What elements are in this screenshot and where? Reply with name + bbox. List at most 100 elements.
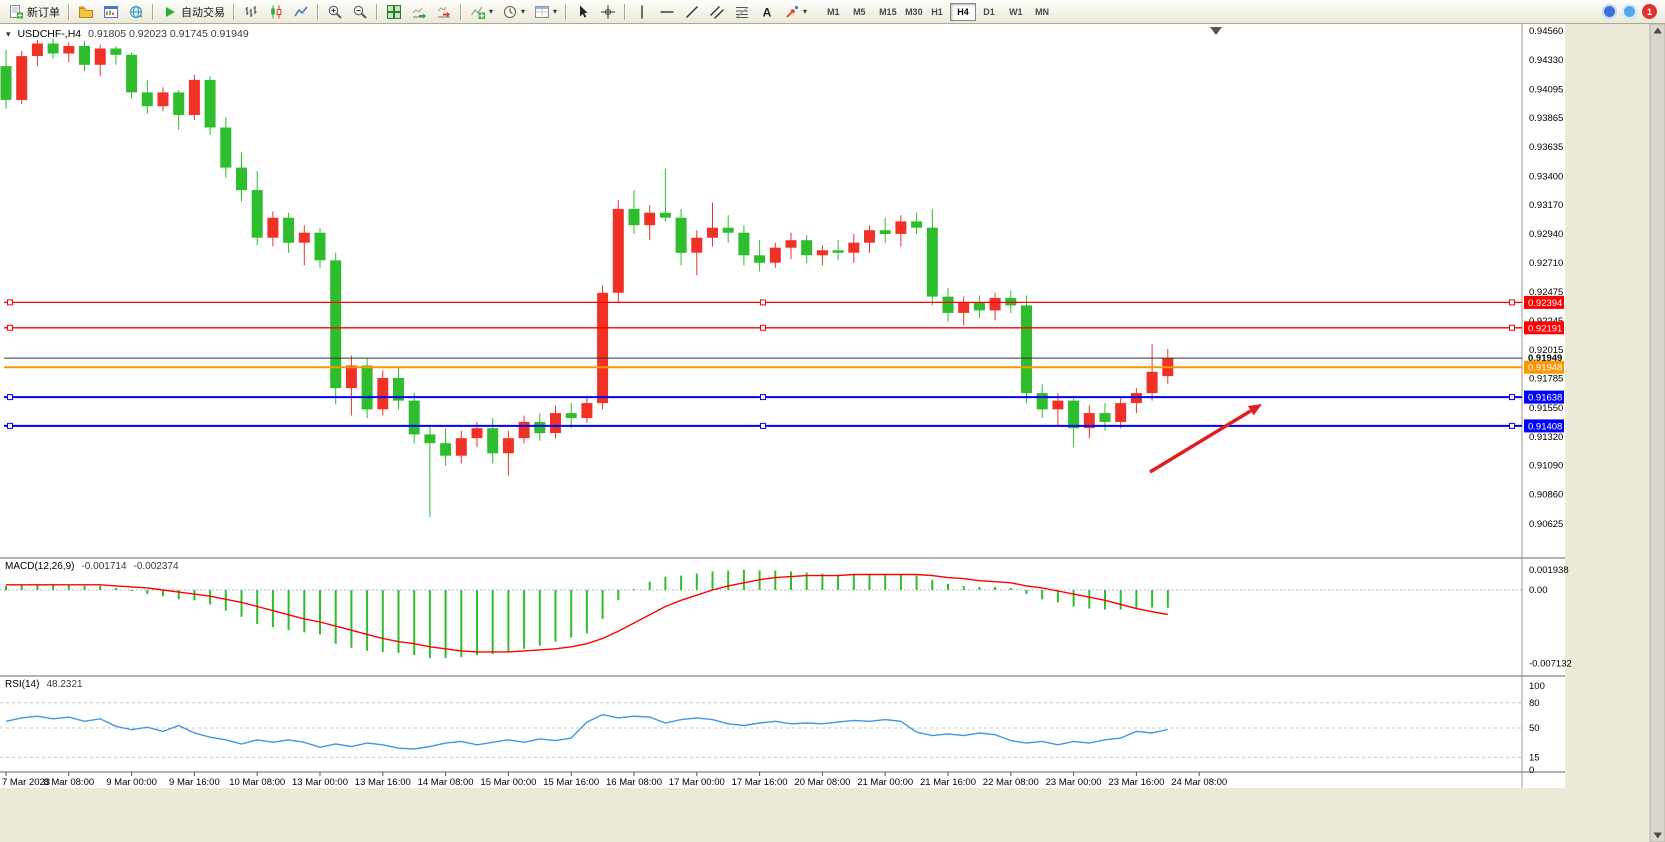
resistance-lower-handle[interactable] xyxy=(7,324,13,331)
zoom-in-button[interactable] xyxy=(323,2,347,22)
support-lower-handle[interactable] xyxy=(760,422,766,429)
resistance-upper-handle[interactable] xyxy=(760,299,766,306)
profiles-folder-icon xyxy=(79,6,93,18)
price-axis[interactable]: 0.94560 0.94330 0.94095 0.93865 0.93635 0.934… xyxy=(1529,26,1563,530)
profiles-button[interactable] xyxy=(74,2,98,22)
macd-axis[interactable]: 0.001938 0.00 -0.007132 xyxy=(1529,565,1572,670)
trend-arrow[interactable] xyxy=(1149,409,1252,474)
trendline-tool-button[interactable] xyxy=(680,2,704,22)
resistance-upper-handle[interactable] xyxy=(7,299,13,306)
one-click-trading-toggle[interactable]: ▾ xyxy=(6,28,11,39)
svg-text:-0.007132: -0.007132 xyxy=(1529,659,1572,670)
resistance-lower-handle[interactable] xyxy=(1509,324,1515,331)
svg-text:15 Mar 00:00: 15 Mar 00:00 xyxy=(480,777,536,788)
timeframe-h1[interactable]: H1 xyxy=(924,3,950,21)
notification-badge[interactable]: 1 xyxy=(1642,4,1657,19)
horizontal-line-tool-button[interactable] xyxy=(655,2,679,22)
svg-text:20 Mar 08:00: 20 Mar 08:00 xyxy=(794,777,850,788)
svg-text:0.00: 0.00 xyxy=(1529,585,1548,596)
support-lower-tag xyxy=(1524,419,1564,433)
community-icon[interactable] xyxy=(1602,4,1617,19)
timeframe-m15[interactable]: M15 xyxy=(872,3,898,21)
bar-chart-button[interactable] xyxy=(239,2,263,22)
channel-tool-button[interactable] xyxy=(705,2,729,22)
text-tool-button[interactable]: A xyxy=(755,2,779,22)
svg-text:10 Mar 08:00: 10 Mar 08:00 xyxy=(229,777,285,788)
macd-indicator-label: MACD(12,26,9) -0.001714 -0.002374 xyxy=(5,561,179,572)
arrows-tool-icon xyxy=(786,5,799,18)
toolbar-separator xyxy=(68,3,70,20)
timeframe-h4[interactable]: H4 xyxy=(950,2,977,21)
zoom-out-button[interactable] xyxy=(348,2,372,22)
price-chart-canvas[interactable]: 0.94560 0.94330 0.94095 0.93865 0.93635 0.934… xyxy=(0,24,1665,842)
svg-text:9 Mar 00:00: 9 Mar 00:00 xyxy=(106,777,157,788)
candlestick-chart-button[interactable] xyxy=(264,2,288,22)
scroll-up-arrow[interactable] xyxy=(1653,27,1663,34)
svg-text:8 Mar 08:00: 8 Mar 08:00 xyxy=(43,777,94,788)
rsi-axis[interactable]: 100 80 50 15 0 xyxy=(1529,681,1545,776)
bottom-gutter xyxy=(0,788,1565,842)
timeframe-m30[interactable]: M30 xyxy=(898,3,924,21)
channel-icon xyxy=(710,5,725,19)
new-chart-button[interactable] xyxy=(99,2,123,22)
chart-symbol-period: USDCHF-,H4 xyxy=(17,28,82,40)
svg-text:9 Mar 16:00: 9 Mar 16:00 xyxy=(169,777,220,788)
auto-trading-button[interactable]: 自动交易 xyxy=(158,2,229,22)
resistance-upper-handle[interactable] xyxy=(1509,299,1515,306)
scroll-down-arrow[interactable] xyxy=(1653,832,1663,839)
templates-button[interactable]: ▾ xyxy=(530,2,561,22)
svg-text:A: A xyxy=(763,5,772,19)
svg-text:21 Mar 16:00: 21 Mar 16:00 xyxy=(920,777,976,788)
svg-text:24 Mar 08:00: 24 Mar 08:00 xyxy=(1171,777,1227,788)
svg-text:0.90625: 0.90625 xyxy=(1529,519,1563,530)
crosshair-tool-button[interactable] xyxy=(596,2,620,22)
auto-trading-icon xyxy=(166,6,175,17)
timeframe-d1[interactable]: D1 xyxy=(976,3,1002,21)
toolbar-separator xyxy=(233,3,235,20)
chart-window[interactable]: 0.94560 0.94330 0.94095 0.93865 0.93635 0.934… xyxy=(0,24,1665,842)
rsi-value: 48.2321 xyxy=(46,679,83,690)
svg-text:0.91785: 0.91785 xyxy=(1529,374,1563,385)
vertical-line-tool-button[interactable] xyxy=(630,2,654,22)
svg-text:14 Mar 08:00: 14 Mar 08:00 xyxy=(418,777,474,788)
timeframe-m5[interactable]: M5 xyxy=(846,3,872,21)
clock-icon xyxy=(504,5,517,18)
chart-shift-button[interactable] xyxy=(432,2,456,22)
cursor-tool-button[interactable] xyxy=(571,2,595,22)
new-order-label: 新订单 xyxy=(27,6,60,19)
support-upper-handle[interactable] xyxy=(1509,394,1515,401)
vertical-scrollbar[interactable] xyxy=(1649,24,1665,842)
resistance-lower-handle[interactable] xyxy=(760,324,766,331)
svg-text:0.93170: 0.93170 xyxy=(1529,200,1563,211)
timeframe-mn[interactable]: MN xyxy=(1028,3,1054,21)
rsi-indicator-label: RSI(14) 48.2321 xyxy=(5,679,83,690)
svg-text:0.90860: 0.90860 xyxy=(1529,490,1563,501)
timeframe-w1[interactable]: W1 xyxy=(1002,3,1028,21)
indicators-button[interactable]: ▾ xyxy=(466,2,497,22)
support-upper-handle[interactable] xyxy=(760,394,766,401)
new-order-button[interactable]: 新订单 xyxy=(4,2,64,22)
support-lower-handle[interactable] xyxy=(7,422,13,429)
svg-text:17 Mar 00:00: 17 Mar 00:00 xyxy=(669,777,725,788)
tile-windows-button[interactable] xyxy=(382,2,406,22)
arrows-tool-button[interactable]: ▾ xyxy=(780,2,811,22)
auto-scroll-button[interactable] xyxy=(407,2,431,22)
support-upper-handle[interactable] xyxy=(7,394,13,401)
svg-text:50: 50 xyxy=(1529,723,1540,734)
support-lower-handle[interactable] xyxy=(1509,422,1515,429)
line-chart-button[interactable] xyxy=(289,2,313,22)
templates-icon xyxy=(535,5,550,18)
timeframe-m1[interactable]: M1 xyxy=(820,3,846,21)
fibonacci-tool-button[interactable] xyxy=(730,2,754,22)
refresh-button[interactable] xyxy=(124,2,148,22)
bar-chart-icon xyxy=(245,5,257,17)
svg-text:15 Mar 16:00: 15 Mar 16:00 xyxy=(543,777,599,788)
periods-button[interactable]: ▾ xyxy=(498,2,529,22)
candlestick-series xyxy=(0,38,1174,518)
trend-arrow-head[interactable] xyxy=(1248,404,1262,416)
candlestick-chart-icon xyxy=(271,5,282,18)
auto-trading-label: 自动交易 xyxy=(181,6,225,19)
market-icon[interactable] xyxy=(1622,4,1637,19)
chart-shift-marker[interactable] xyxy=(1210,27,1222,35)
